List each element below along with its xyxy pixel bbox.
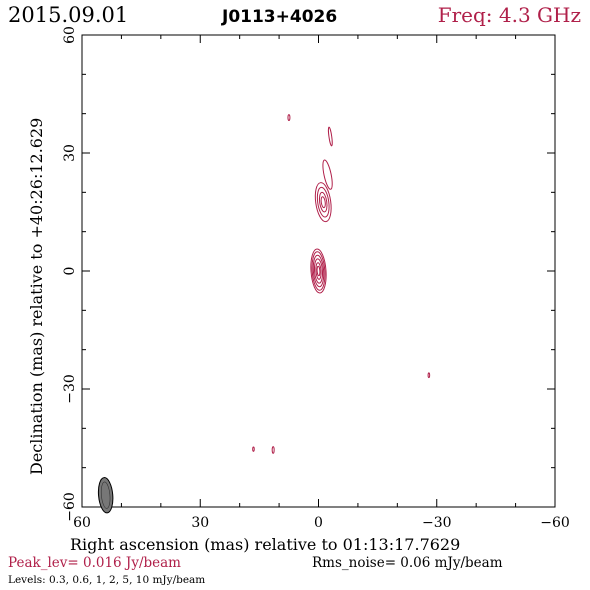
y-tick-label: 30 xyxy=(62,144,78,162)
x-tick-label: 30 xyxy=(191,515,209,531)
contour-line xyxy=(310,248,327,294)
x-tick-label: 0 xyxy=(314,515,323,531)
contour-line xyxy=(311,251,326,291)
y-tick-label: 0 xyxy=(62,267,78,276)
component-spot-1 xyxy=(287,114,291,122)
contour-line xyxy=(322,159,333,190)
component-jet-knot xyxy=(314,182,332,223)
contour-line xyxy=(316,265,321,277)
contour-line xyxy=(315,262,322,280)
component-core xyxy=(310,248,327,294)
contour-line xyxy=(316,186,330,218)
component-jet-upper xyxy=(322,159,333,190)
observation-date: 2015.09.01 xyxy=(8,3,128,27)
source-name: J0113+4026 xyxy=(221,7,337,27)
contour-line xyxy=(312,254,325,288)
component-jet-tip xyxy=(327,126,333,147)
component-spot-2 xyxy=(252,446,255,452)
frequency-label: Freq: 4.3 GHz xyxy=(438,3,581,27)
contour-line xyxy=(320,196,326,209)
rms-noise: Rms_noise= 0.06 mJy/beam xyxy=(312,555,503,571)
beam-inner-contour xyxy=(100,481,111,509)
contour-line xyxy=(318,191,328,213)
contour-line xyxy=(287,114,291,122)
beam-ellipse xyxy=(97,477,114,514)
y-tick-label: −30 xyxy=(62,374,78,404)
component-spot-4 xyxy=(427,372,431,379)
y-tick-label: 60 xyxy=(62,26,78,44)
x-tick-labels: 60 30 0 −30 −60 xyxy=(73,515,570,531)
contour-line xyxy=(427,372,431,379)
x-tick-label: −60 xyxy=(540,515,570,531)
y-tick-label: −60 xyxy=(62,492,78,522)
contour-levels: Levels: 0.3, 0.6, 1, 2, 5, 10 mJy/beam xyxy=(8,574,205,586)
contour-layer xyxy=(252,114,431,454)
contour-line xyxy=(252,446,255,452)
x-axis-label: Right ascension (mas) relative to 01:13:… xyxy=(70,535,460,554)
contour-line xyxy=(327,126,333,147)
component-spot-3 xyxy=(271,446,275,454)
peak-level: Peak_lev= 0.016 Jy/beam xyxy=(8,555,181,571)
contour-line xyxy=(314,182,332,223)
x-tick-label: 60 xyxy=(73,515,91,531)
y-axis-label: Declination (mas) relative to +40:26:12.… xyxy=(27,118,46,475)
contour-line xyxy=(271,446,275,454)
contour-line xyxy=(313,258,324,284)
y-tick-labels: 60 30 0 −30 −60 xyxy=(62,26,78,522)
axis-ticks xyxy=(81,34,556,508)
x-tick-label: −30 xyxy=(422,515,452,531)
plot-frame xyxy=(81,34,556,508)
